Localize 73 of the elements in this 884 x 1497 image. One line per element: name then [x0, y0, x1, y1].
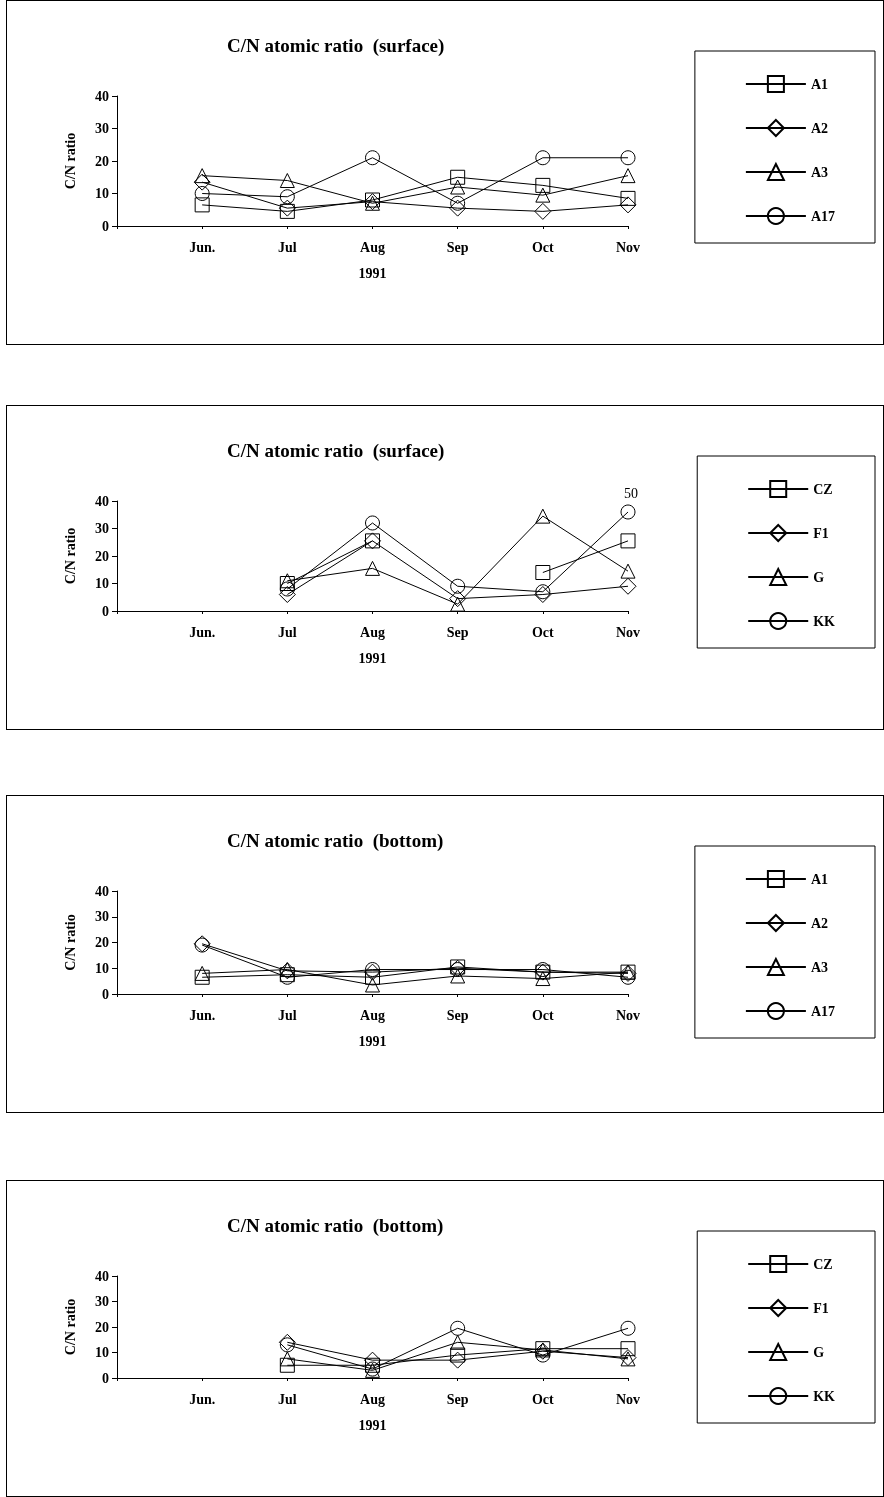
x-tick-label: Aug — [360, 239, 385, 255]
x-tick-label: Aug — [360, 1007, 385, 1023]
x-tick-label: Oct — [531, 1007, 555, 1023]
x-tick-label: Oct — [531, 239, 555, 255]
x-tick-label: Nov — [615, 239, 641, 255]
chart-title: C/N atomic ratio (surface) — [227, 35, 445, 57]
x-tick-label: Jul — [277, 624, 297, 640]
x-axis-title: 1991 — [358, 265, 387, 281]
x-tick-label: Aug — [360, 1391, 385, 1407]
legend-label: A1 — [810, 871, 829, 887]
x-tick-label: Aug — [360, 624, 385, 640]
x-tick-label: Sep — [446, 1391, 469, 1407]
legend-label: CZ — [813, 481, 833, 497]
x-tick-label: Nov — [615, 624, 641, 640]
legend-label: KK — [813, 1388, 836, 1404]
y-tick-label: 10 — [95, 960, 109, 976]
y-tick-label: 30 — [95, 909, 109, 925]
legend-label: A2 — [810, 120, 829, 136]
x-tick-label: Oct — [531, 624, 555, 640]
legend-label: CZ — [813, 1256, 833, 1272]
x-tick-label: Oct — [531, 1391, 555, 1407]
legend-label: A17 — [810, 1003, 836, 1019]
legend-label: A2 — [810, 915, 829, 931]
y-tick-label: 20 — [95, 548, 109, 564]
y-tick-label: 30 — [95, 121, 109, 136]
legend-label: A3 — [810, 959, 829, 975]
y-tick-label: 40 — [95, 493, 109, 509]
y-axis-title: C/N ratio — [62, 132, 78, 190]
chart-title: C/N atomic ratio (bottom) — [227, 1215, 444, 1237]
x-tick-label: Jun. — [189, 239, 216, 255]
x-tick-label: Jul — [277, 1007, 297, 1023]
legend-label: A17 — [810, 208, 836, 224]
legend-label: G — [813, 1344, 825, 1360]
y-tick-label: 30 — [95, 1294, 109, 1309]
legend-label: A3 — [810, 164, 829, 180]
y-tick-label: 10 — [95, 1345, 109, 1360]
legend-label: F1 — [813, 1300, 829, 1316]
x-tick-label: Sep — [446, 1007, 469, 1023]
legend-label: F1 — [813, 525, 829, 541]
y-tick-label: 20 — [95, 1319, 109, 1335]
y-tick-label: 20 — [95, 153, 109, 169]
x-tick-label: Jun. — [189, 1391, 216, 1407]
y-tick-label: 40 — [95, 1268, 109, 1284]
y-tick-label: 30 — [95, 521, 109, 536]
y-axis-title: C/N ratio — [62, 527, 78, 585]
legend-label: KK — [813, 613, 836, 629]
y-tick-label: 40 — [95, 883, 109, 899]
x-tick-label: Jun. — [189, 1007, 216, 1023]
x-tick-label: Jul — [277, 1391, 297, 1407]
x-tick-label: Nov — [615, 1007, 641, 1023]
x-axis-title: 1991 — [358, 1417, 387, 1433]
y-tick-label: 10 — [95, 186, 109, 201]
x-axis-title: 1991 — [358, 650, 387, 666]
x-tick-label: Nov — [615, 1391, 641, 1407]
y-tick-label: 10 — [95, 576, 109, 591]
y-tick-label: 0 — [102, 986, 109, 1002]
x-axis-title: 1991 — [358, 1033, 387, 1049]
y-axis-title: C/N ratio — [62, 1298, 78, 1356]
x-tick-label: Jul — [277, 239, 297, 255]
chart-title: C/N atomic ratio (surface) — [227, 440, 445, 462]
y-tick-label: 40 — [95, 88, 109, 104]
chart-title: C/N atomic ratio (bottom) — [227, 830, 444, 852]
x-tick-label: Jun. — [189, 624, 216, 640]
y-axis-title: C/N ratio — [62, 914, 78, 971]
y-tick-label: 0 — [102, 218, 109, 234]
legend-label: A1 — [810, 76, 829, 92]
y-tick-label: 20 — [95, 935, 109, 950]
y-tick-label: 0 — [102, 1370, 109, 1386]
legend-label: G — [813, 569, 825, 585]
y-tick-label: 0 — [102, 603, 109, 619]
x-tick-label: Sep — [446, 239, 469, 255]
text: 50 — [624, 485, 638, 501]
x-tick-label: Sep — [446, 624, 469, 640]
